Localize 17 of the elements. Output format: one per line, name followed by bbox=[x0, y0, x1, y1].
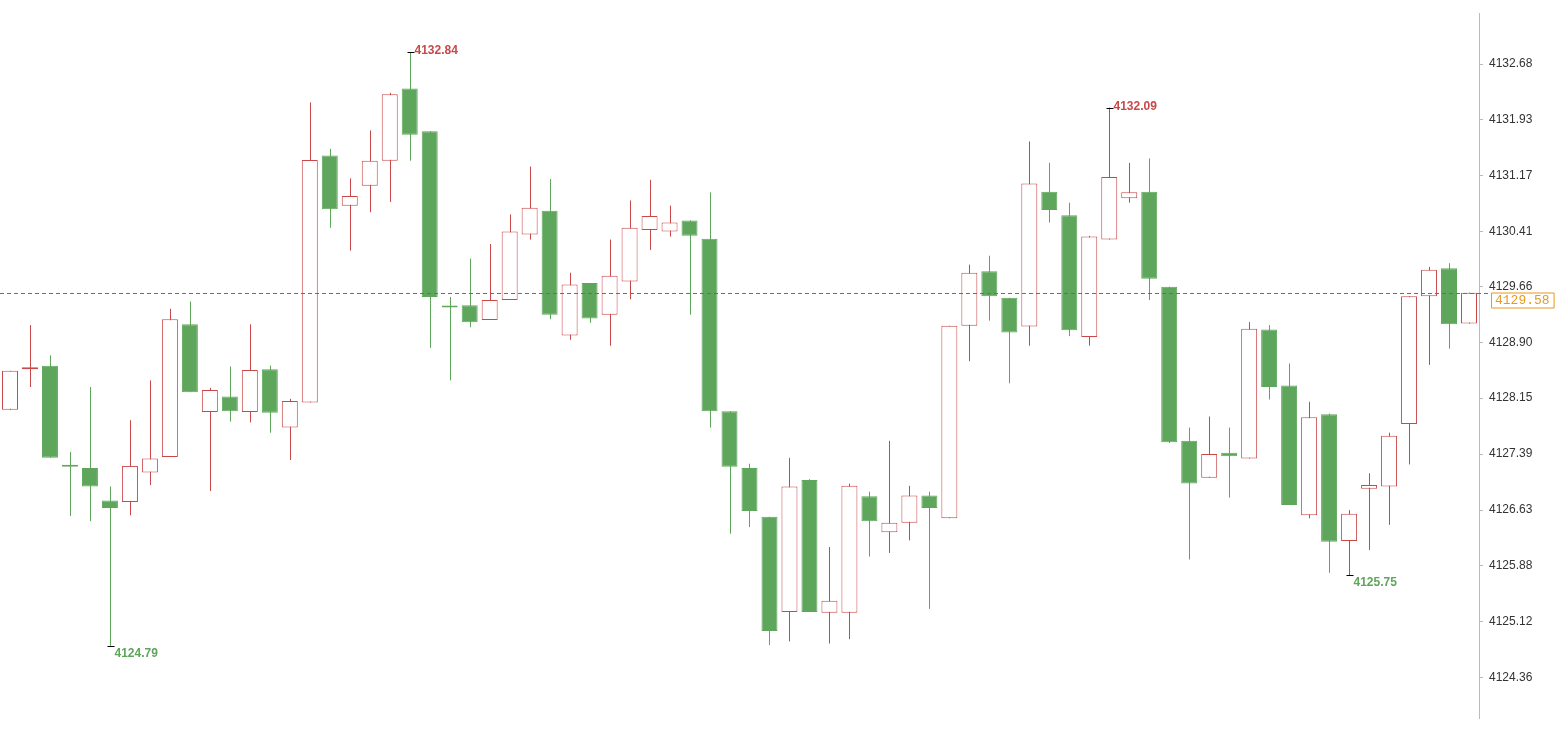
y-tick-label: 4131.17 bbox=[1489, 167, 1533, 182]
y-tick-label: 4130.41 bbox=[1489, 223, 1533, 238]
annotation: 4124.79 bbox=[114, 645, 159, 660]
annotation: 4132.09 bbox=[1113, 98, 1158, 113]
y-tick-label: 4125.88 bbox=[1489, 557, 1533, 572]
y-tick-label: 4126.63 bbox=[1489, 502, 1533, 517]
y-tick-label: 4128.90 bbox=[1489, 335, 1533, 350]
ref-line-label: 4129.58 bbox=[1495, 292, 1550, 308]
y-tick-label: 4125.12 bbox=[1489, 613, 1533, 628]
y-tick-label: 4131.93 bbox=[1489, 111, 1533, 126]
y-tick-label: 4128.15 bbox=[1489, 390, 1533, 405]
y-tick-label: 4129.66 bbox=[1489, 279, 1533, 294]
annotation: 4125.75 bbox=[1353, 574, 1398, 589]
annotation: 4132.84 bbox=[414, 42, 459, 57]
y-tick-label: 4132.68 bbox=[1489, 56, 1533, 71]
y-tick-label: 4127.39 bbox=[1489, 446, 1533, 461]
y-tick-label: 4124.36 bbox=[1489, 669, 1533, 684]
